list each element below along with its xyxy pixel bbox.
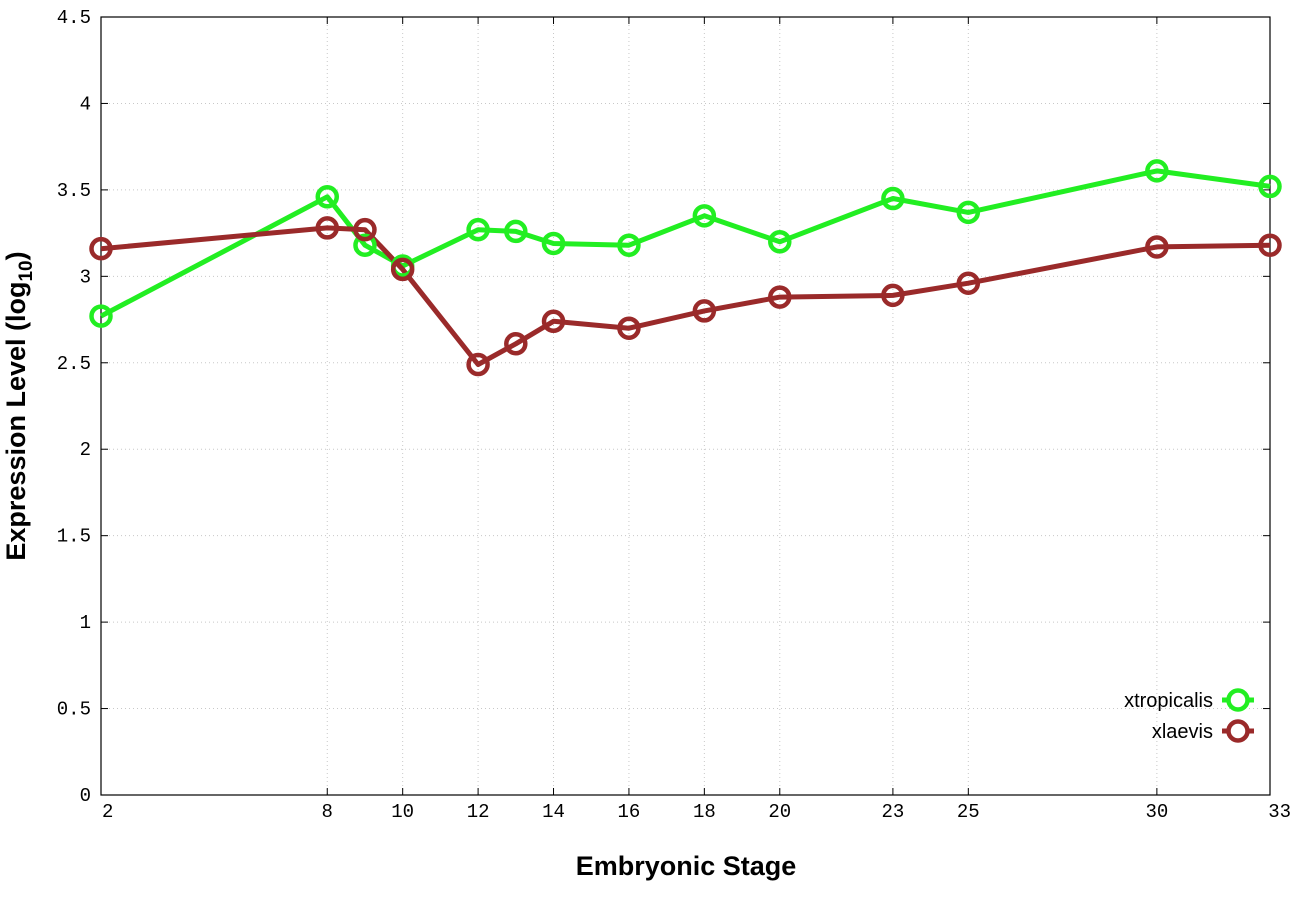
data-point-xlaevis	[768, 285, 792, 309]
data-point-xlaevis	[315, 216, 340, 240]
x-axis-title: Embryonic Stage	[576, 851, 797, 881]
plot-frame	[100, 16, 1271, 796]
x-tick-label: 16	[618, 801, 641, 823]
legend-label-xlaevis: xlaevis	[1152, 721, 1213, 743]
data-point-xtropicalis	[692, 204, 717, 228]
data-point-xtropicalis	[315, 185, 340, 209]
y-tick-label: 2	[80, 439, 91, 461]
x-tick-label: 20	[768, 801, 791, 823]
legend-item-xtropicalis: xtropicalis	[1124, 688, 1254, 712]
data-point-xlaevis	[541, 309, 566, 334]
x-tick-label: 8	[322, 801, 333, 823]
y-tick-label: 1.5	[57, 526, 91, 548]
legend-marker-xtropicalis	[1226, 688, 1250, 712]
tick-marks	[100, 16, 1271, 796]
x-tick-label: 33	[1268, 801, 1291, 823]
y-axis-title: Expression Level (log10)	[1, 251, 37, 560]
y-tick-label: 3	[80, 266, 91, 288]
x-tick-label: 23	[881, 801, 904, 823]
series-layer	[89, 159, 1282, 377]
series-line-xtropicalis	[99, 168, 1271, 319]
x-tick-label: 30	[1145, 801, 1168, 823]
series-line-xlaevis	[100, 225, 1271, 367]
data-point-xlaevis	[881, 283, 905, 308]
data-point-xtropicalis	[1145, 159, 1169, 183]
data-point-xtropicalis	[768, 230, 792, 254]
data-point-xtropicalis	[504, 219, 528, 244]
data-point-xlaevis	[692, 299, 717, 323]
data-point-xtropicalis	[1258, 174, 1282, 199]
data-point-xlaevis	[504, 332, 528, 356]
data-point-xlaevis	[1145, 235, 1169, 259]
legend-marker-xlaevis	[1226, 719, 1250, 743]
x-tick-labels: 2 8 10 12 14 16 18 20 23 25 30 33	[102, 801, 1291, 823]
data-point-xtropicalis	[353, 233, 377, 257]
x-tick-label: 25	[957, 801, 980, 823]
legend-item-xlaevis: xlaevis	[1152, 719, 1254, 743]
y-tick-label: 4	[80, 93, 91, 115]
x-tick-label: 14	[542, 801, 565, 823]
y-tick-label: 4.5	[57, 7, 91, 29]
data-point-xlaevis	[1258, 233, 1282, 257]
y-tick-label: 0.5	[57, 699, 91, 721]
x-tick-label: 10	[391, 801, 414, 823]
data-point-xlaevis	[390, 257, 415, 282]
data-point-xtropicalis	[89, 304, 113, 328]
legend: xtropicalis xlaevis	[1124, 688, 1254, 743]
data-point-xtropicalis	[617, 233, 641, 257]
y-tick-labels: 0 0.5 1 1.5 2 2.5 3 3.5 4 4.5	[57, 7, 91, 807]
x-tick-label: 18	[693, 801, 716, 823]
legend-label-xtropicalis: xtropicalis	[1124, 690, 1213, 712]
data-point-xtropicalis	[956, 200, 981, 225]
y-axis-title-main: Expression Level (log	[1, 282, 31, 561]
data-point-xlaevis	[956, 271, 981, 295]
y-tick-label: 1	[80, 612, 91, 634]
x-tick-label: 2	[102, 801, 113, 823]
y-tick-label: 0	[80, 785, 91, 807]
x-tick-label: 12	[467, 801, 490, 823]
grid-lines	[101, 17, 1270, 795]
y-tick-label: 3.5	[57, 180, 91, 202]
data-point-xtropicalis	[881, 186, 905, 211]
data-point-xtropicalis	[541, 231, 566, 256]
data-point-xlaevis	[89, 236, 113, 261]
data-point-xlaevis	[466, 352, 490, 377]
data-point-xlaevis	[353, 217, 377, 242]
y-tick-label: 2.5	[57, 353, 91, 375]
data-point-xlaevis	[617, 316, 641, 340]
y-axis-title-end: )	[1, 251, 31, 260]
y-axis-title-subscript: 10	[16, 260, 37, 281]
data-point-xtropicalis	[466, 217, 490, 242]
